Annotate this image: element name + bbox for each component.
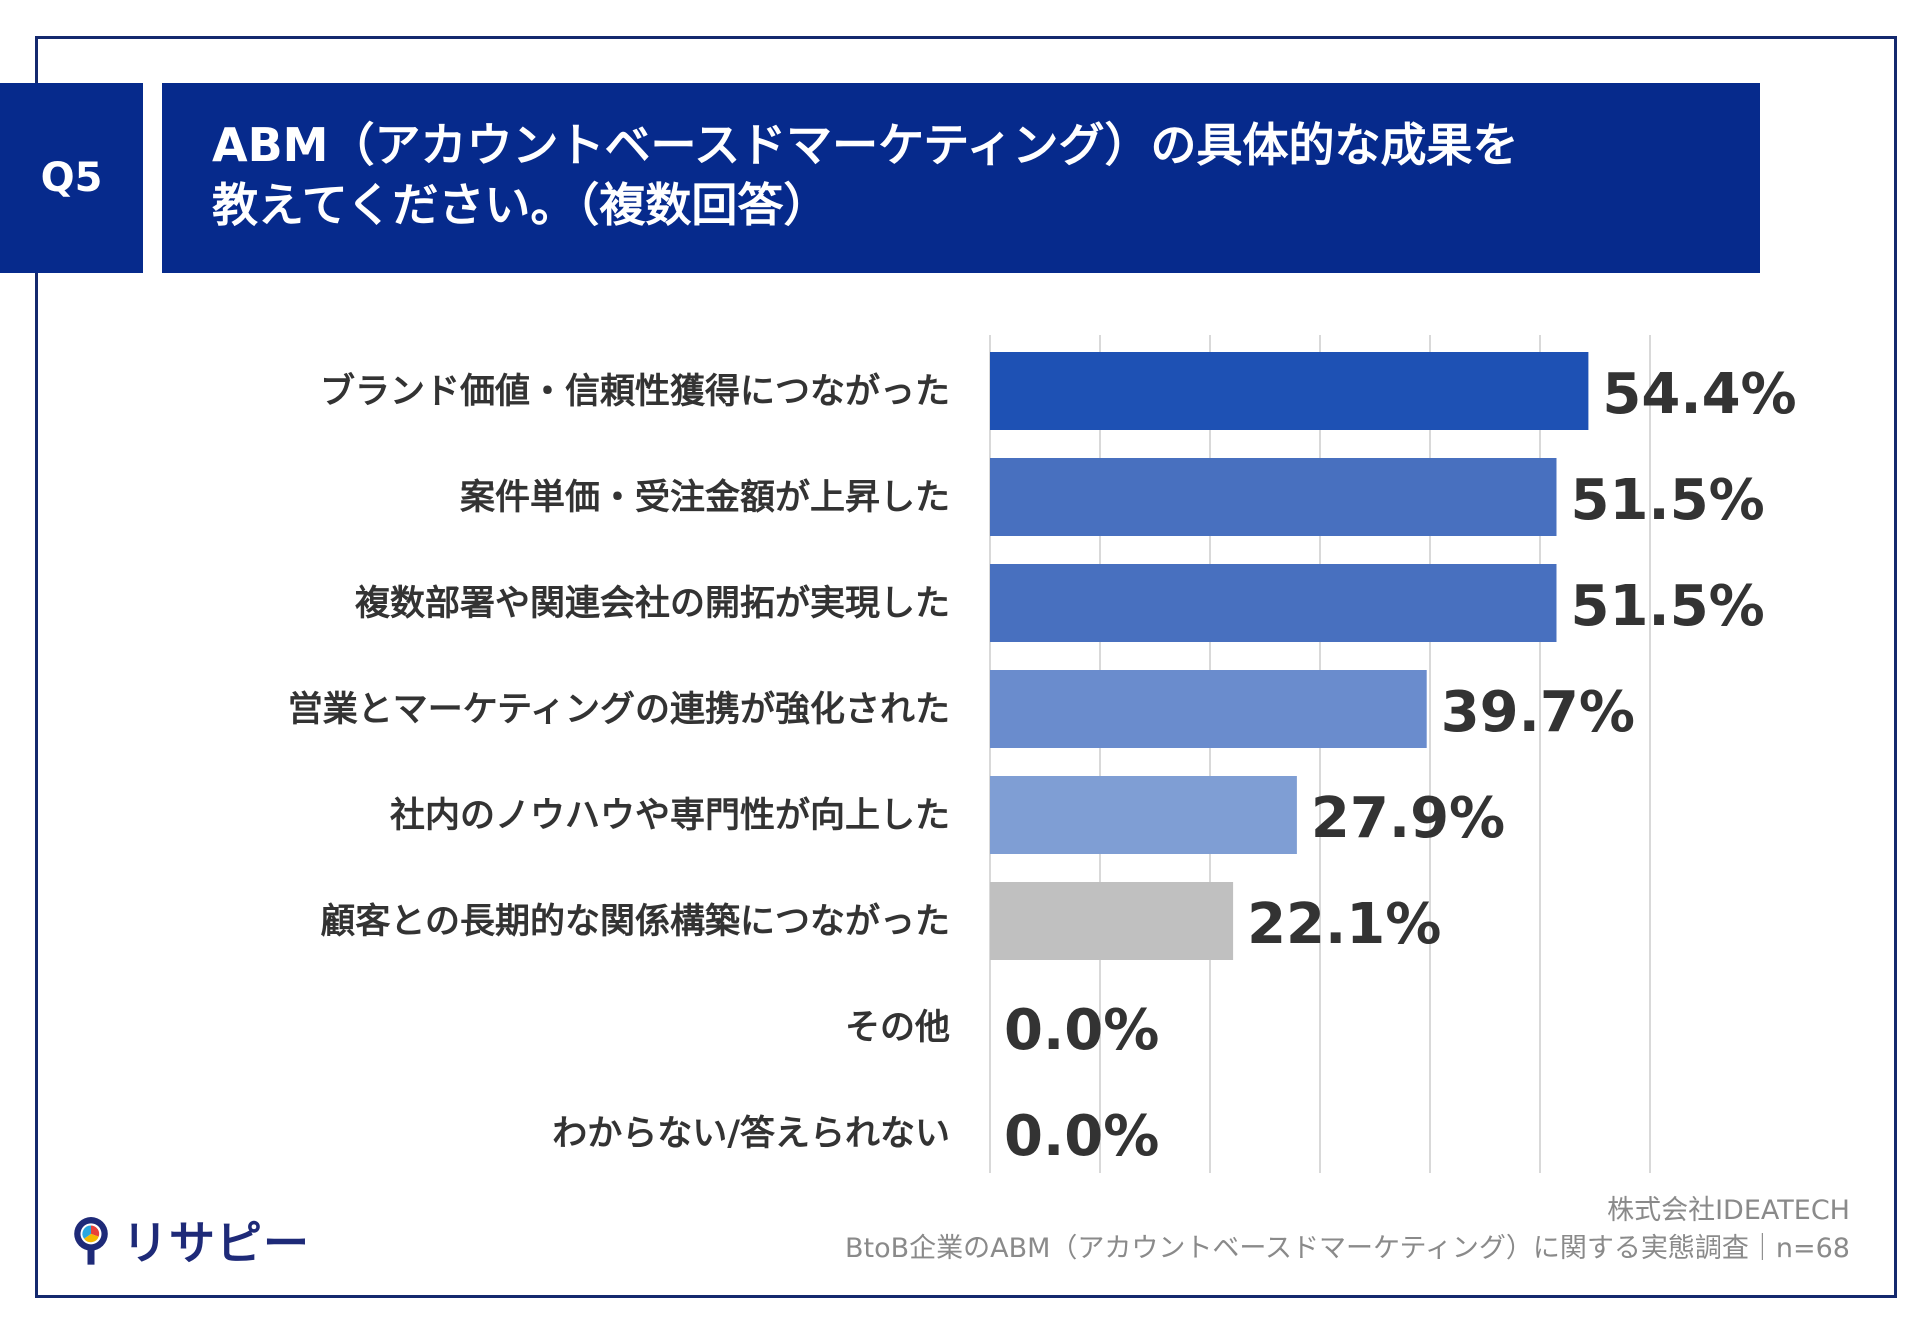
bar bbox=[990, 882, 1234, 960]
survey-name: BtoB企業のABM（アカウントベースドマーケティング）に関する実態調査｜n=6… bbox=[844, 1233, 1850, 1264]
category-label: 社内のノウハウや専門性が向上した bbox=[390, 796, 950, 836]
category-label: わからない/答えられない bbox=[552, 1114, 950, 1154]
chart-frame bbox=[35, 36, 1897, 1298]
data-label: 39.7% bbox=[1441, 680, 1635, 745]
category-label: 顧客との長期的な関係構築につながった bbox=[320, 901, 950, 942]
bar bbox=[990, 352, 1589, 430]
data-label: 0.0% bbox=[1004, 998, 1159, 1063]
question-number: Q5 bbox=[40, 155, 103, 201]
category-label: その他 bbox=[845, 1008, 950, 1048]
question-title-line-2: 教えてください。（複数回答） bbox=[212, 178, 830, 232]
question-number-badge: Q5 bbox=[0, 83, 143, 273]
data-label: 51.5% bbox=[1571, 574, 1765, 639]
risapy-logo: リサピー bbox=[70, 1200, 310, 1280]
pin-logo-icon bbox=[74, 1216, 108, 1265]
company-name: 株式会社IDEATECH bbox=[1607, 1195, 1850, 1226]
data-label: 51.5% bbox=[1571, 468, 1765, 533]
question-title-line-1: ABM（アカウントベースドマーケティング）の具体的な成果を bbox=[212, 118, 1519, 172]
question-title-box: ABM（アカウントベースドマーケティング）の具体的な成果を 教えてください。（複… bbox=[162, 83, 1760, 273]
data-label: 0.0% bbox=[1004, 1104, 1159, 1169]
category-label: 案件単価・受注金額が上昇した bbox=[460, 477, 950, 518]
bar bbox=[990, 564, 1557, 642]
bar bbox=[990, 458, 1557, 536]
category-label: 営業とマーケティングの連携が強化された bbox=[288, 690, 950, 730]
data-label: 22.1% bbox=[1247, 892, 1441, 957]
category-label: 複数部署や関連会社の開拓が実現した bbox=[355, 584, 950, 624]
bar bbox=[990, 776, 1297, 854]
bar bbox=[990, 670, 1427, 748]
source-note: 株式会社IDEATECH BtoB企業のABM（アカウントベースドマーケティング… bbox=[845, 1192, 1850, 1268]
data-label: 27.9% bbox=[1311, 786, 1505, 851]
data-label: 54.4% bbox=[1602, 362, 1796, 427]
logo-text: リサピー bbox=[122, 1216, 310, 1270]
category-label: ブランド価値・信頼性獲得につながった bbox=[320, 371, 950, 412]
